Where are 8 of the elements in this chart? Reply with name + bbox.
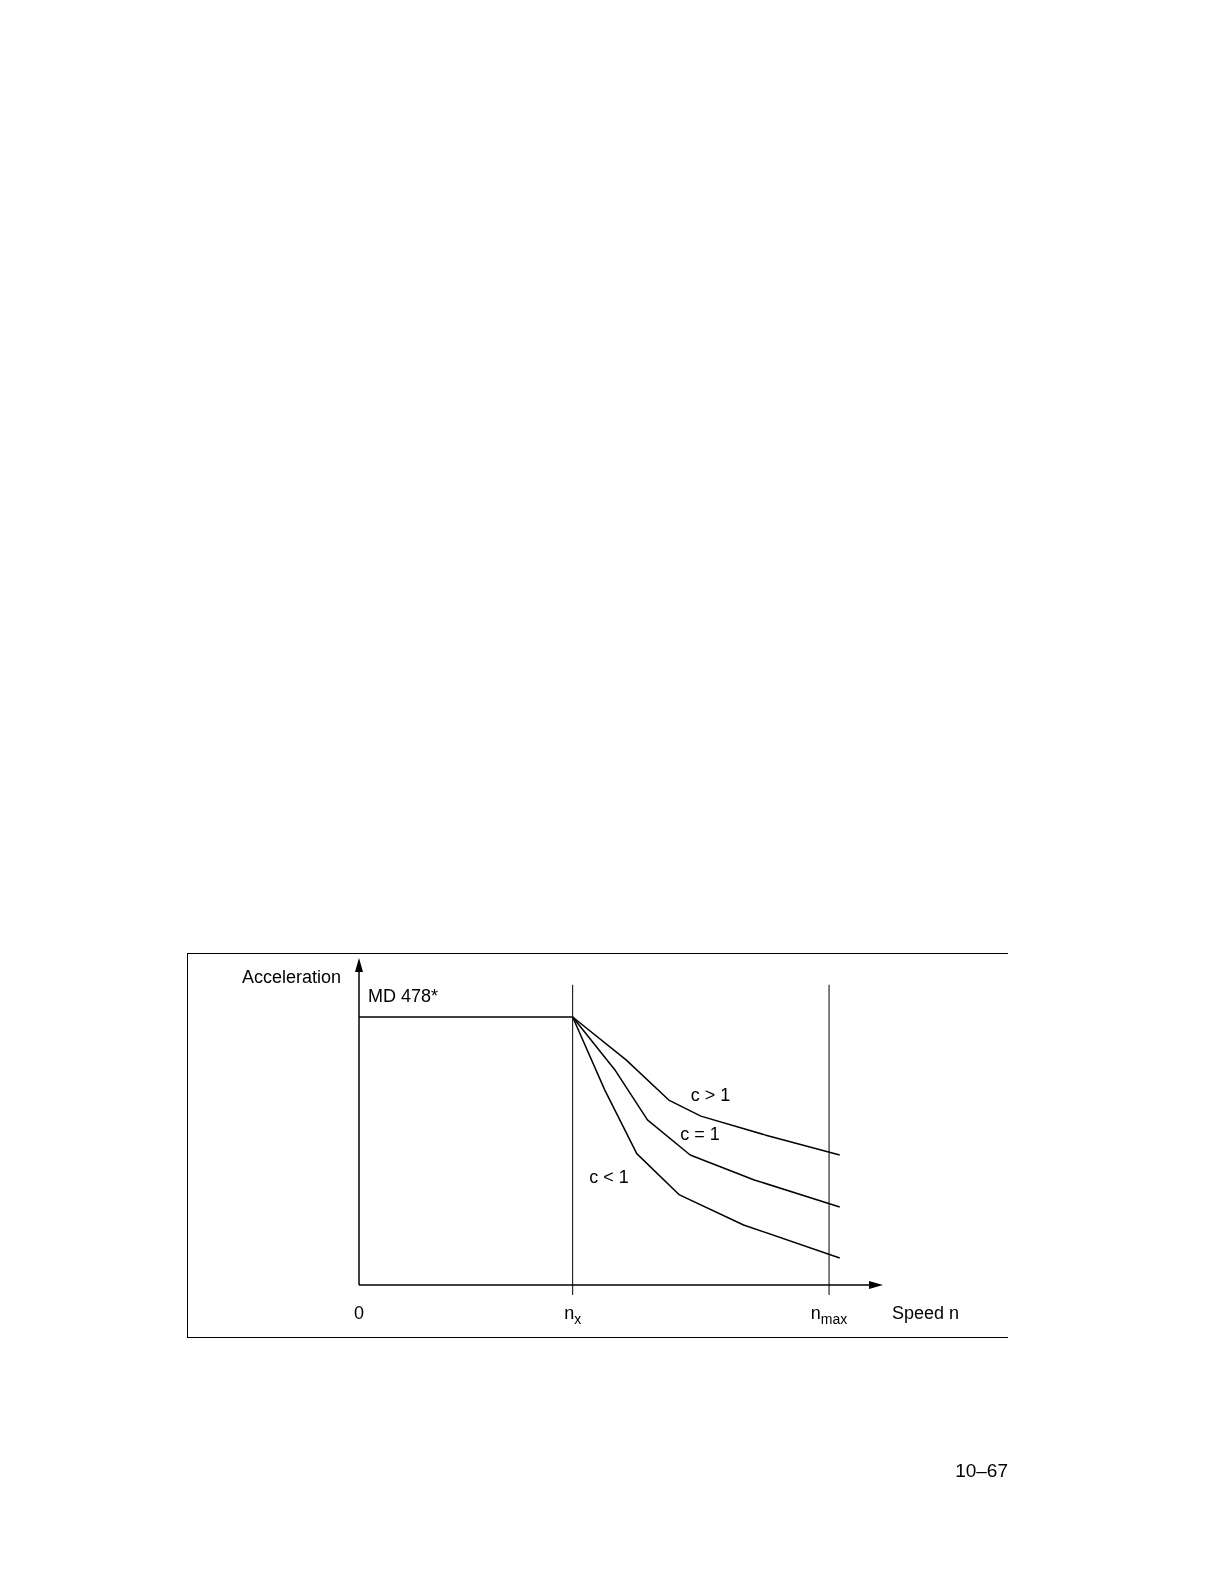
series-label: c = 1 [680, 1123, 720, 1144]
series-label: c > 1 [690, 1085, 731, 1106]
x-tick-label: 0 [353, 1302, 365, 1323]
y-axis-title: Acceleration [241, 966, 342, 987]
text: 10–67 [955, 1460, 1008, 1482]
annotation: MD 478* [368, 985, 439, 1006]
series-label: c < 1 [589, 1166, 629, 1187]
x-axis-title: Speed n [892, 1302, 960, 1323]
